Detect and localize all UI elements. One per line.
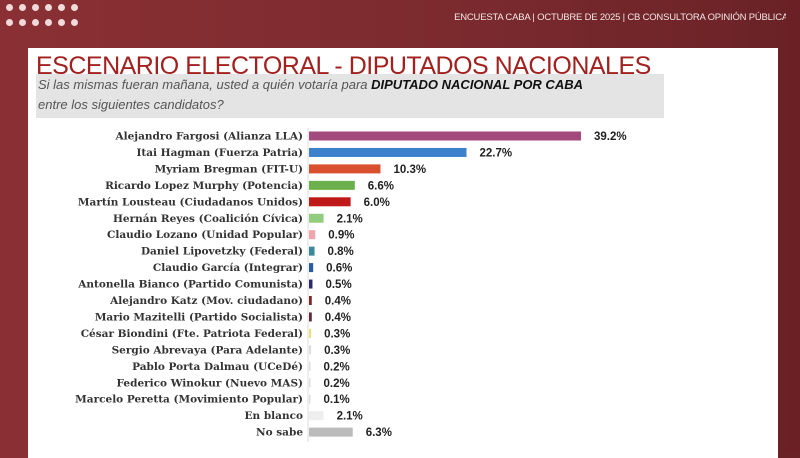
category-label: Antonella Bianco (Partido Comunista) <box>77 279 303 291</box>
value-label: 6.6% <box>368 180 394 192</box>
value-label: 0.8% <box>328 246 354 258</box>
bar <box>309 312 312 322</box>
right-strip <box>786 0 800 452</box>
category-label: Mario Mazitelli (Partido Socialista) <box>95 311 303 323</box>
value-label: 0.9% <box>328 230 354 242</box>
category-label: Pablo Porta Dalmau (UCeDé) <box>132 361 303 373</box>
category-label: Marcelo Peretta (Movimiento Popular) <box>75 394 303 406</box>
category-label: Alejandro Katz (Mov. ciudadano) <box>109 295 303 307</box>
category-label: No sabe <box>256 427 303 439</box>
value-label: 0.4% <box>325 312 351 324</box>
category-label: En blanco <box>245 410 303 422</box>
bar <box>309 180 355 190</box>
value-label: 0.6% <box>326 263 352 275</box>
question-part1: Si las mismas fueran mañana, usted a qui… <box>38 77 372 92</box>
value-label: 0.3% <box>324 345 350 357</box>
question-bold: DIPUTADO NACIONAL POR CABA <box>371 77 583 92</box>
value-label: 0.2% <box>324 378 350 390</box>
category-label: Itai Hagman (Fuerza Patria) <box>136 147 303 159</box>
bar <box>309 411 324 421</box>
value-label: 0.3% <box>324 328 350 340</box>
category-label: Martín Lousteau (Ciudadanos Unidos) <box>78 196 303 208</box>
bar <box>309 361 311 371</box>
bar <box>309 279 313 289</box>
value-label: 0.1% <box>324 394 350 406</box>
survey-header: ENCUESTA CABA | OCTUBRE DE 2025 | CB CON… <box>454 12 788 23</box>
bar <box>309 147 467 157</box>
category-label: César Biondini (Fte. Patriota Federal) <box>81 328 303 340</box>
bar <box>309 197 351 207</box>
category-label: Claudio Lozano (Unidad Popular) <box>107 229 303 241</box>
value-label: 0.4% <box>325 296 351 308</box>
bar <box>309 296 312 305</box>
bar <box>309 328 312 338</box>
category-label: Hernán Reyes (Coalición Cívica) <box>113 213 303 225</box>
bar <box>309 230 316 240</box>
bar <box>309 263 314 273</box>
bar <box>309 131 581 141</box>
category-label: Daniel Lipovetzky (Federal) <box>141 246 303 258</box>
question-part2: entre los siguientes candidatos? <box>38 97 224 112</box>
value-label: 6.3% <box>366 427 392 439</box>
bar <box>309 427 353 437</box>
category-label: Alejandro Fargosi (Alianza LLA) <box>114 131 303 143</box>
value-label: 39.2% <box>594 131 627 143</box>
value-label: 22.7% <box>480 147 513 159</box>
category-label: Claudio García (Integrar) <box>153 262 303 274</box>
category-label: Myriam Bregman (FIT-U) <box>155 163 303 175</box>
bar <box>309 246 315 256</box>
value-label: 6.0% <box>364 197 390 209</box>
value-label: 2.1% <box>337 411 363 423</box>
category-label: Sergio Abrevaya (Para Adelante) <box>112 344 303 356</box>
bar <box>309 378 311 388</box>
survey-question: Si las mismas fueran mañana, usted a qui… <box>36 74 664 118</box>
bar <box>309 345 312 355</box>
decorative-dots <box>6 4 78 34</box>
bar <box>309 213 324 223</box>
value-label: 10.3% <box>393 164 426 176</box>
value-label: 0.5% <box>325 279 351 291</box>
category-label: Ricardo Lopez Murphy (Potencia) <box>105 180 303 192</box>
bar <box>309 164 381 174</box>
category-label: Federico Winokur (Nuevo MAS) <box>117 377 303 389</box>
value-label: 0.2% <box>324 361 350 373</box>
bar <box>309 394 311 404</box>
value-label: 2.1% <box>337 213 363 225</box>
